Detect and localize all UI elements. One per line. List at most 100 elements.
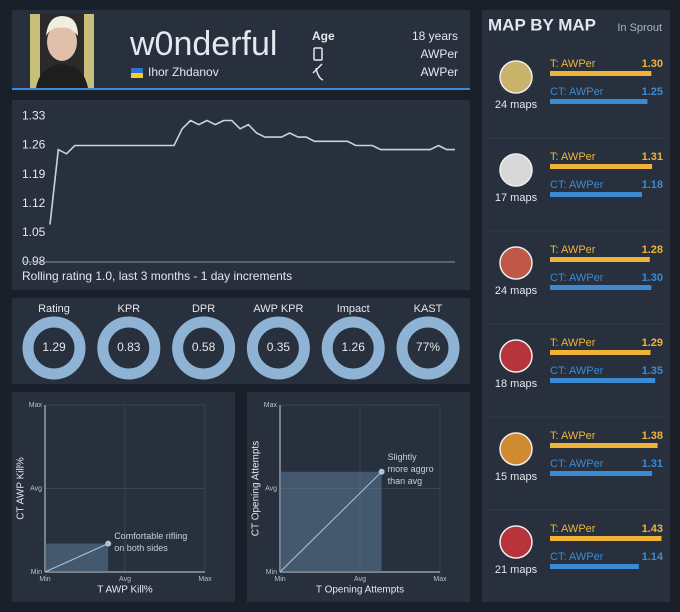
map-count: 18 maps <box>495 378 538 390</box>
stat-label: KAST <box>414 303 443 315</box>
side-label: CT: AWPer <box>550 551 604 563</box>
y-tick-label: 1.12 <box>22 196 46 210</box>
player-name: w0nderful <box>129 25 277 63</box>
rating-panel <box>12 100 470 290</box>
annotation: on both sides <box>114 543 168 553</box>
header-accent <box>12 88 470 90</box>
donut-center <box>34 328 74 368</box>
trend <box>279 471 382 573</box>
bar <box>550 443 658 448</box>
map-count: 24 maps <box>495 99 538 111</box>
bar <box>550 350 651 355</box>
bar <box>550 471 653 476</box>
y-tick-label: Avg <box>265 485 277 492</box>
donut-ring <box>246 316 310 380</box>
point <box>105 540 112 547</box>
y-axis-title: CT AWP Kill% <box>16 457 27 520</box>
x-tick-label: Min <box>39 576 50 583</box>
y-tick-label: 1.26 <box>22 138 46 152</box>
donut-ring <box>97 316 161 380</box>
bar <box>550 285 652 290</box>
annotation: more aggro <box>388 464 434 474</box>
bar <box>550 536 662 541</box>
side-label: CT: AWPer <box>550 272 604 284</box>
bar <box>550 378 656 383</box>
y-tick-label: 1.05 <box>22 225 46 239</box>
stat-label: KPR <box>117 303 140 315</box>
trend <box>44 543 109 573</box>
info-label: Age <box>312 29 335 43</box>
stat-label: AWP KPR <box>253 303 303 315</box>
bar <box>550 164 653 169</box>
caption: Rolling rating 1.0, last 3 months - 1 da… <box>22 269 292 283</box>
x-tick-label: Min <box>274 576 285 583</box>
side-label: T: AWPer <box>550 58 596 70</box>
rifle-icon <box>312 47 324 81</box>
y-tick-label: Min <box>266 569 277 576</box>
map-icon <box>499 525 533 559</box>
stat-value: 77% <box>416 340 440 354</box>
maps-subtitle: In Sprout <box>617 22 662 34</box>
annotation: than avg <box>388 476 423 486</box>
value-label: 1.31 <box>642 458 663 470</box>
donut-center <box>333 328 374 368</box>
map-count: 17 maps <box>495 192 538 204</box>
stat-value: 0.83 <box>117 340 141 354</box>
maps-title: MAP BY MAP <box>488 15 596 34</box>
value-label: 1.28 <box>642 244 663 256</box>
value-label: 1.30 <box>642 272 663 284</box>
stat-value: 0.58 <box>192 340 216 354</box>
maps-panel <box>482 10 670 602</box>
real-name: Ihor Zhdanov <box>148 65 219 79</box>
rating-line <box>49 119 455 225</box>
bar <box>550 99 648 104</box>
map-count: 24 maps <box>495 285 538 297</box>
annotation: Comfortable rifling <box>114 531 187 541</box>
y-tick-label: Max <box>29 402 43 409</box>
side-label: CT: AWPer <box>550 179 604 191</box>
stat-value: 1.26 <box>342 340 366 354</box>
side-label: T: AWPer <box>550 337 596 349</box>
map-icon <box>499 246 533 280</box>
point <box>378 468 385 475</box>
map-icon <box>499 339 533 373</box>
donut-ring <box>172 316 236 380</box>
donut-center <box>183 328 224 368</box>
value-label: 1.31 <box>642 151 663 163</box>
y-axis-title: CT Opening Attempts <box>251 441 262 536</box>
donut-center <box>108 328 149 368</box>
stat-label: Rating <box>38 303 70 315</box>
info-value: AWPer <box>420 47 458 61</box>
side-label: T: AWPer <box>550 430 596 442</box>
y-tick-label: 1.33 <box>22 108 46 122</box>
donut-center <box>408 328 448 368</box>
bar <box>550 71 652 76</box>
side-label: CT: AWPer <box>550 86 604 98</box>
player-photo <box>30 14 94 88</box>
donut-ring <box>396 316 460 380</box>
stat-label: DPR <box>192 303 215 315</box>
side-label: T: AWPer <box>550 523 596 535</box>
side-label: T: AWPer <box>550 244 596 256</box>
y-tick-label: 1.19 <box>22 167 46 181</box>
value-label: 1.29 <box>642 337 663 349</box>
side-label: CT: AWPer <box>550 458 604 470</box>
value-label: 1.35 <box>642 365 663 377</box>
stat-label: Impact <box>337 303 370 315</box>
y-tick-label: Max <box>264 402 278 409</box>
bar <box>550 257 650 262</box>
bar <box>550 564 639 569</box>
x-tick-label: Max <box>433 576 447 583</box>
stat-value: 0.35 <box>267 340 291 354</box>
annotation: Slightly <box>388 452 418 462</box>
value-label: 1.18 <box>642 179 663 191</box>
donut-ring <box>22 316 86 380</box>
value-label: 1.38 <box>642 430 663 442</box>
stats-panel <box>12 298 470 384</box>
x-axis-title: T AWP Kill% <box>97 585 152 596</box>
x-tick-label: Avg <box>119 576 131 583</box>
y-tick-label: Min <box>31 569 42 576</box>
donut-ring <box>321 316 385 380</box>
info-value: AWPer <box>420 65 458 79</box>
side-label: CT: AWPer <box>550 365 604 377</box>
